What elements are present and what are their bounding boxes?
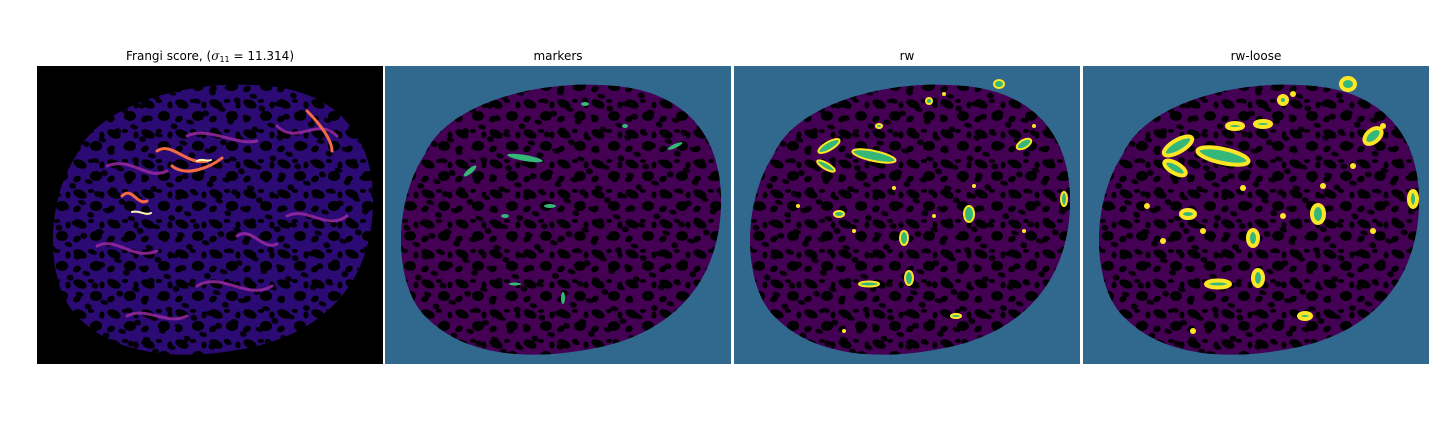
rw-loose-image <box>1083 66 1429 364</box>
markers-image <box>385 66 731 364</box>
sigma-subscript: 11 <box>219 55 230 64</box>
frangi-score-image <box>37 66 383 364</box>
sigma-symbol: σ <box>211 49 220 63</box>
frangi-panel-title: Frangi score, (σ11 = 11.314) <box>37 48 383 68</box>
rw-loose-panel-title: rw-loose <box>1230 49 1282 63</box>
rw-image <box>734 66 1080 364</box>
frangi-title-suffix: = 11.314) <box>229 49 294 63</box>
markers-panel-title: markers <box>533 49 583 63</box>
frangi-title-prefix: Frangi score, ( <box>126 49 212 63</box>
rw-panel-title: rw <box>899 49 915 63</box>
